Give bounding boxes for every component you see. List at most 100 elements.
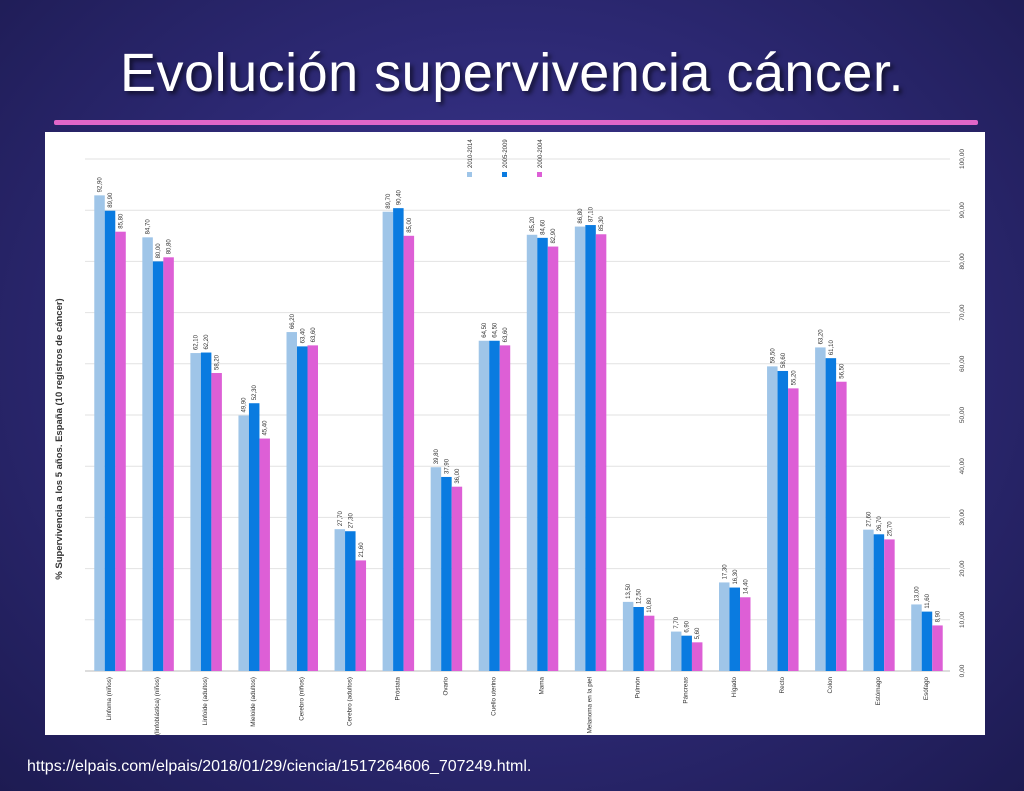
bar-value-label: 58,20 [215, 354, 221, 370]
bar-value-label: 87,10 [589, 206, 595, 222]
y-axis-label: % Supervivencia a los 5 años. España (10… [54, 298, 65, 579]
category-label: Leucemia aguda (linfoblástica) (niños) [154, 677, 161, 735]
bar-value-label: 39,80 [434, 449, 440, 465]
bar-value-label: 14,40 [743, 579, 749, 595]
bar-value-label: 84,60 [541, 219, 547, 235]
bar-value-label: 58,60 [781, 352, 787, 368]
y-axis-ticks: 0,00 10,00 20,00 30,00 40,00 50,00 60,00 70,00 8… [959, 149, 966, 678]
legend-label: 2010-2014 [468, 139, 474, 168]
bar-2000-2004 [691, 642, 703, 671]
bar-2000-2004 [163, 257, 174, 671]
bar-2000-2004 [451, 486, 463, 671]
bar-2010-2014 [94, 195, 105, 672]
bar-2000-2004 [115, 231, 126, 671]
legend-label: 2005-2009 [503, 139, 509, 168]
bar-value-label: 85,20 [530, 216, 536, 232]
bar-2010-2014 [767, 366, 778, 671]
bar-2000-2004 [740, 597, 751, 671]
bar-value-label: 63,60 [311, 327, 317, 343]
bar-2000-2004 [211, 373, 222, 671]
slide-title: Evolución supervivencia cáncer. [120, 43, 904, 103]
bar-2005-2009 [681, 635, 692, 671]
bar-2000-2004 [595, 234, 607, 671]
bar-2005-2009 [200, 352, 212, 671]
bar-2010-2014 [286, 332, 297, 671]
bar-2005-2009 [825, 358, 837, 671]
legend-swatch [502, 172, 507, 177]
bar-2010-2014 [334, 529, 346, 671]
bar-2005-2009 [345, 531, 356, 671]
y-tick-label: 10,00 [959, 611, 966, 628]
category-label: Hígado [731, 677, 738, 698]
y-tick-label: 60,00 [959, 355, 966, 372]
bar-value-label: 8,90 [935, 610, 941, 622]
bars [94, 195, 943, 672]
bar-value-label: 37,90 [444, 458, 450, 474]
bar-value-label: 12,50 [637, 588, 643, 604]
bar-2010-2014 [815, 347, 826, 671]
bar-2005-2009 [248, 403, 260, 671]
category-label: Ovario [442, 677, 449, 696]
bar-value-label: 17,30 [722, 564, 728, 580]
bar-value-label: 10,80 [647, 597, 653, 613]
bar-2010-2014 [622, 601, 634, 671]
legend-label: 2000-2004 [538, 139, 544, 168]
y-tick-label: 70,00 [959, 304, 966, 321]
bar-value-label: 63,20 [818, 329, 824, 345]
legend-swatch [537, 172, 542, 177]
category-label: Linfoma (niños) [106, 677, 113, 720]
category-label: Colon [827, 677, 834, 694]
bar-value-label: 64,50 [492, 322, 498, 338]
bar-2005-2009 [441, 476, 452, 671]
category-label: Pulmón [635, 677, 642, 699]
bar-2010-2014 [719, 582, 730, 671]
bar-2000-2004 [836, 381, 847, 671]
bar-value-label: 27,60 [866, 511, 872, 527]
bar-2010-2014 [478, 340, 490, 671]
category-label: Cuello uterino [490, 677, 497, 716]
bar-value-label: 82,90 [551, 228, 557, 244]
bar-2005-2009 [729, 587, 740, 671]
bar-2000-2004 [499, 345, 511, 671]
survival-bar-chart: 92,90 89,90 85,80 84,70 80,00 80,80 62,10 62,20… [54, 139, 966, 735]
bar-2005-2009 [297, 346, 308, 671]
bar-2005-2009 [633, 607, 644, 671]
bar-value-label: 85,30 [599, 216, 605, 232]
category-label: Esófago [923, 677, 930, 701]
bar-2000-2004 [307, 345, 318, 671]
bar-2005-2009 [104, 210, 116, 671]
bar-2010-2014 [670, 631, 682, 671]
data-labels: 92,90 89,90 85,80 84,70 80,00 80,80 62,10 62,20… [98, 177, 942, 640]
bar-value-label: 52,30 [252, 385, 258, 401]
bar-value-label: 92,90 [98, 177, 104, 193]
bar-value-label: 66,20 [290, 313, 296, 329]
bar-value-label: 27,30 [348, 513, 354, 529]
gridlines [85, 158, 950, 672]
bar-value-label: 86,80 [578, 208, 584, 224]
category-label: Estómago [875, 677, 882, 706]
x-axis-categories: Linfoma (niños) Leucemia aguda (linfoblás… [106, 677, 930, 735]
bar-2010-2014 [863, 529, 874, 671]
bar-value-label: 63,40 [300, 328, 306, 344]
bar-2000-2004 [884, 539, 895, 671]
category-label: Próstata [394, 677, 401, 701]
bar-value-label: 62,20 [204, 334, 210, 350]
bar-2010-2014 [430, 467, 442, 671]
bar-value-label: 64,50 [482, 322, 488, 338]
bar-value-label: 85,00 [407, 217, 413, 233]
bar-value-label: 13,00 [914, 586, 920, 602]
bar-2010-2014 [574, 226, 586, 672]
bar-value-label: 62,10 [194, 334, 200, 350]
bar-2005-2009 [921, 611, 933, 671]
bar-value-label: 45,40 [263, 420, 269, 436]
bar-value-label: 27,70 [338, 510, 344, 526]
bar-value-label: 90,40 [396, 189, 402, 205]
category-label: Cerebro (niños) [298, 677, 305, 721]
y-tick-label: 20,00 [959, 560, 966, 577]
bar-value-label: 36,00 [455, 468, 461, 484]
bar-value-label: 80,00 [156, 243, 162, 259]
bar-value-label: 11,60 [925, 593, 931, 608]
title-divider [54, 120, 978, 125]
bar-2005-2009 [777, 370, 789, 671]
bar-2010-2014 [238, 415, 249, 671]
